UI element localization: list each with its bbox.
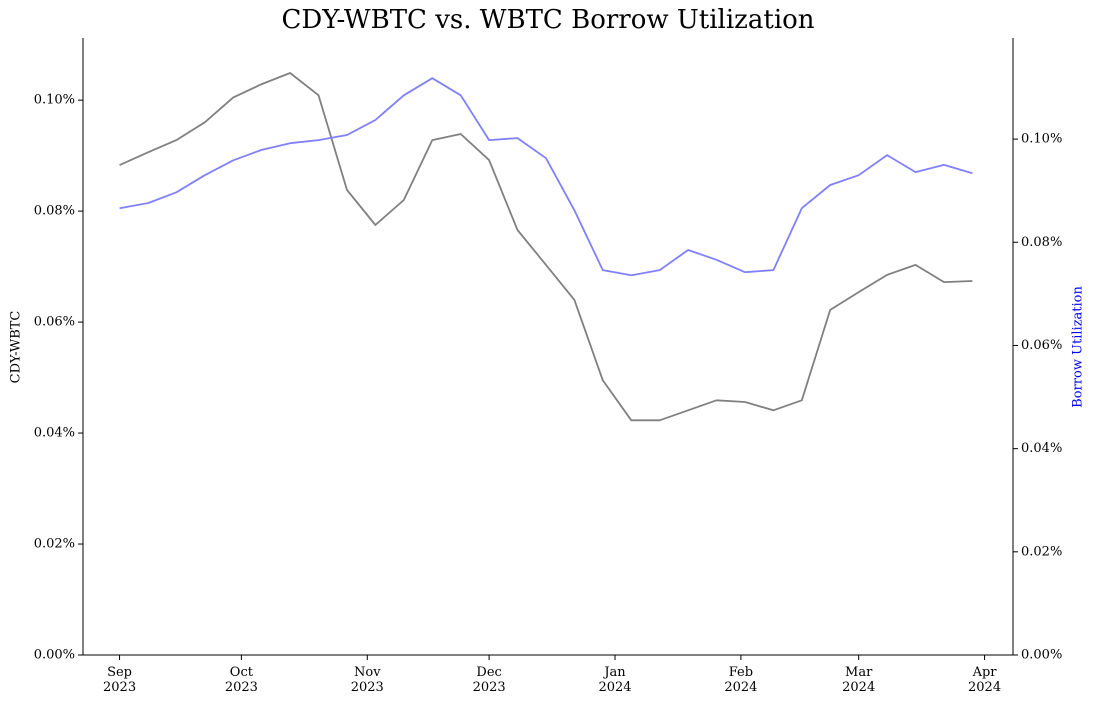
x-tick-label: Oct 2023 — [225, 665, 258, 695]
x-tick-label-line: 2023 — [473, 680, 506, 695]
x-tick-label-line: 2024 — [968, 680, 1001, 695]
line-series — [119, 77, 973, 277]
x-tick-label-line: Nov — [354, 665, 381, 680]
line-series — [119, 72, 973, 422]
x-tick-label-line: Jan — [602, 665, 626, 680]
y-tick-label: 0.00% — [34, 648, 75, 663]
x-tick-label-line: Apr — [972, 665, 998, 680]
x-tick-label-line: Mar — [845, 665, 873, 680]
x-tick-label: Dec 2023 — [473, 665, 506, 695]
x-tick-label-line: 2023 — [351, 680, 384, 695]
x-tick-label-line: 2024 — [842, 680, 875, 695]
x-tick-label-line: 2023 — [103, 680, 136, 695]
y-tick-label: 0.02% — [34, 537, 75, 552]
y-axis-label: CDY-WBTC — [9, 311, 24, 384]
x-tick-label: Sep 2023 — [103, 665, 136, 695]
x-tick-label: Jan 2024 — [598, 665, 631, 695]
x-tick-label-line: Feb — [729, 665, 753, 680]
x-tick-label-line: Dec — [476, 665, 501, 680]
y2-tick-label: 0.00% — [1021, 648, 1062, 663]
x-tick-label-line: Oct — [230, 665, 254, 680]
x-tick-label: Mar 2024 — [842, 665, 875, 695]
y2-axis-label: Borrow Utilization — [1071, 286, 1086, 408]
y-tick-label: 0.10% — [34, 93, 75, 108]
x-tick-label: Feb 2024 — [724, 665, 757, 695]
x-tick-label-line: 2023 — [225, 680, 258, 695]
y-tick-label: 0.08% — [34, 204, 75, 219]
y-tick-label: 0.06% — [34, 315, 75, 330]
y2-tick-label: 0.04% — [1021, 441, 1062, 456]
y-tick-label: 0.04% — [34, 426, 75, 441]
y2-tick-label: 0.02% — [1021, 544, 1062, 559]
x-tick-label-line: 2024 — [598, 680, 631, 695]
y2-tick-label: 0.10% — [1021, 132, 1062, 147]
x-tick-label-line: Sep — [107, 665, 132, 680]
y2-tick-label: 0.08% — [1021, 235, 1062, 250]
chart-title: CDY-WBTC vs. WBTC Borrow Utilization — [281, 5, 814, 35]
y2-tick-label: 0.06% — [1021, 338, 1062, 353]
x-tick-label: Nov 2023 — [351, 665, 384, 695]
x-tick-label-line: 2024 — [724, 680, 757, 695]
x-tick-label: Apr 2024 — [968, 665, 1001, 695]
